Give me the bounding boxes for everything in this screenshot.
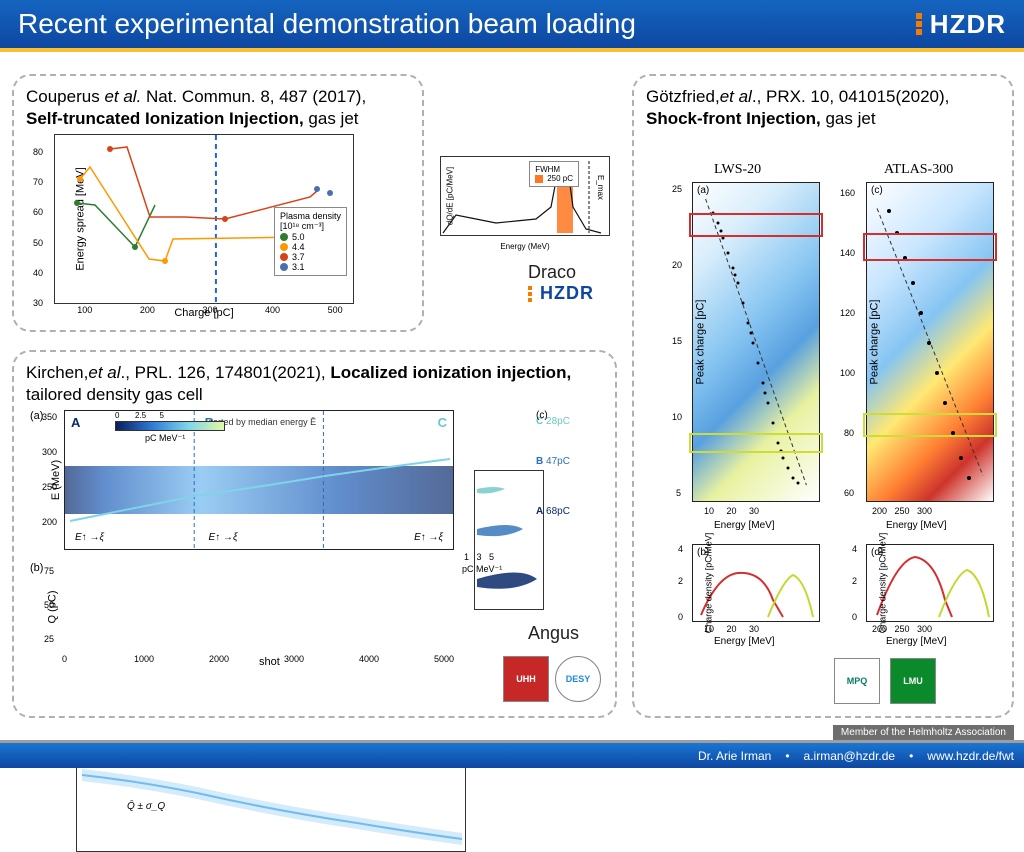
mpq-logo: MPQ xyxy=(834,658,880,704)
slide-title: Recent experimental demonstration beam l… xyxy=(18,8,636,40)
lmu-logo: LMU xyxy=(890,658,936,704)
atlas300-scatter: (c) xyxy=(866,182,994,502)
member-badge: Member of the Helmholtz Association xyxy=(833,725,1014,740)
hzdr-logo: HZDR xyxy=(916,9,1006,40)
uhh-logo: UHH xyxy=(503,656,549,702)
slide-footer: Dr. Arie Irman • a.irman@hzdr.de • www.h… xyxy=(0,740,1024,768)
facility-draco: Draco HZDR xyxy=(528,262,594,304)
charge-vs-shot-chart: Q̄ ± σ_Q xyxy=(76,762,466,852)
fwhm-legend: FWHM 250 pC xyxy=(529,161,579,187)
lws20-scatter: (a) xyxy=(692,182,820,502)
panel-goetzfried: Götzfried,et al., PRX. 10, 041015(2020),… xyxy=(632,74,1014,718)
desy-logo: DESY xyxy=(555,656,601,702)
citation-kirchen: Kirchen,et al., PRL. 126, 174801(2021), … xyxy=(26,362,603,406)
energy-spread-chart: Energy spread [MeV] Charge [pC] 30 40 50… xyxy=(54,134,354,304)
author-name: Dr. Arie Irman xyxy=(698,749,771,763)
panel-couperus: Couperus et al. Nat. Commun. 8, 487 (201… xyxy=(12,74,424,332)
spectrum-chart: dQ/dE [pC/MeV] Energy (MeV) FWHM 250 pC … xyxy=(440,156,610,236)
slide-header: Recent experimental demonstration beam l… xyxy=(0,0,1024,52)
citation-couperus: Couperus et al. Nat. Commun. 8, 487 (201… xyxy=(26,86,410,130)
citation-goetzfried: Götzfried,et al., PRX. 10, 041015(2020),… xyxy=(646,86,1000,130)
waterfall-chart: A B C sorted by median energy Ē 0 2.5 5 … xyxy=(64,410,454,550)
author-email: a.irman@hzdr.de xyxy=(804,749,896,763)
plasma-density-legend: Plasma density [10¹⁸ cm⁻³] 5.0 4.4 3.7 3… xyxy=(274,207,347,276)
charge-dist-chart xyxy=(474,470,544,610)
author-url: www.hzdr.de/fwt xyxy=(927,749,1014,763)
facility-angus: Angus xyxy=(528,623,579,644)
panel-kirchen: Kirchen,et al., PRL. 126, 174801(2021), … xyxy=(12,350,617,718)
